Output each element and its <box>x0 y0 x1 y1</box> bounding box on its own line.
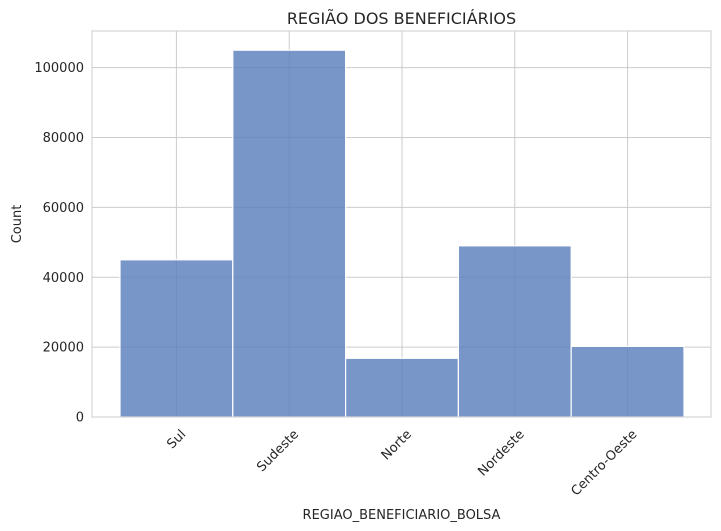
y-tick-label: 60000 <box>43 201 84 216</box>
x-axis-label: REGIAO_BENEFICIARIO_BOLSA <box>303 508 501 523</box>
bar-nordeste <box>457 245 572 418</box>
bar-norte <box>345 357 460 418</box>
x-tick-label: Nordeste <box>475 427 527 479</box>
plot-frame <box>91 30 712 418</box>
y-tick-label: 0 <box>76 411 84 426</box>
y-tick-labels: 0 20000 40000 60000 80000 100000 <box>34 61 84 425</box>
x-tick-labels: Sul Sudeste Norte Nordeste Centro-Oeste <box>164 427 640 499</box>
chart-title: REGIÃO DOS BENEFICIÁRIOS <box>287 9 516 28</box>
x-tick-label: Norte <box>379 427 415 463</box>
bar-sudeste <box>232 49 347 418</box>
x-tick-label: Sul <box>164 427 189 452</box>
y-tick-label: 20000 <box>43 341 84 356</box>
bar-sul <box>119 259 234 418</box>
bar-centro-oeste <box>570 345 685 418</box>
y-axis-label: Count <box>10 205 25 244</box>
x-tick-label: Centro-Oeste <box>568 427 640 499</box>
bars-group <box>119 49 685 418</box>
y-tick-label: 40000 <box>43 271 84 286</box>
y-tick-label: 80000 <box>43 131 84 146</box>
x-tick-label: Sudeste <box>254 427 302 475</box>
y-tick-label: 100000 <box>34 61 84 76</box>
